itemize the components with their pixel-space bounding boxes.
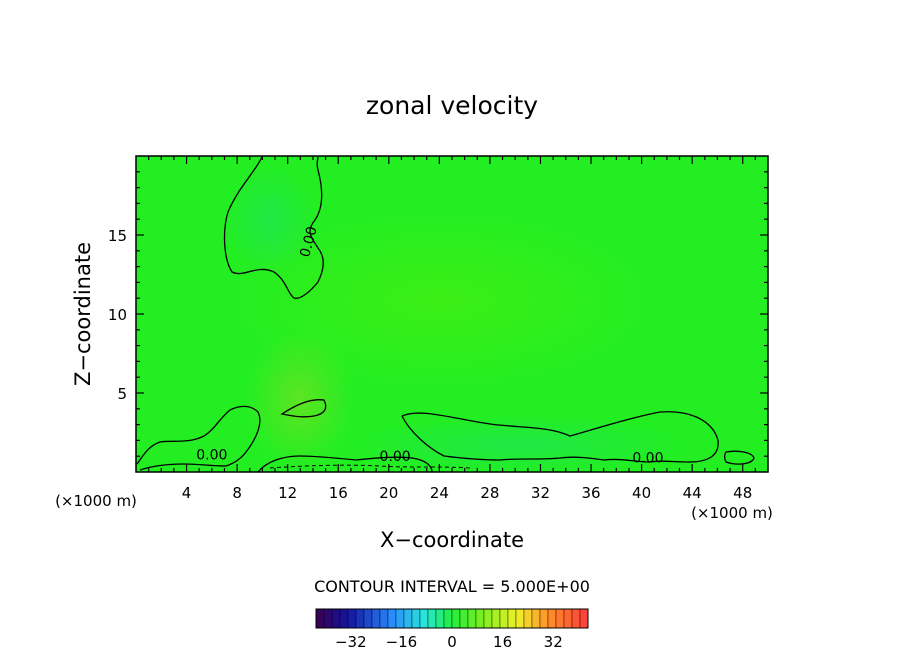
x-tick-label: 24	[430, 484, 449, 502]
y-tick-label: 5	[117, 385, 127, 403]
colorbar-swatch	[451, 608, 461, 629]
colorbar-swatch	[539, 608, 549, 629]
colorbar-swatch	[379, 608, 389, 629]
x-tick-label: 32	[531, 484, 550, 502]
y-tick-labels: 5 10 15	[108, 227, 127, 403]
colorbar-swatch	[475, 608, 485, 629]
colorbar-swatch	[411, 608, 421, 629]
colorbar-tick-label: −32	[335, 633, 367, 651]
contour-small-loop	[280, 399, 327, 418]
colorbar-swatch	[435, 608, 445, 629]
colorbar-swatch	[507, 608, 517, 629]
colorbar-swatch	[403, 608, 413, 629]
x-tick-label: 16	[329, 484, 348, 502]
contour-label: 0.00	[380, 449, 411, 465]
colorbar-swatch	[467, 608, 477, 629]
colorbar-swatch	[387, 608, 397, 629]
y-tick-label: 15	[108, 227, 127, 245]
y-axis-label: Z−coordinate	[71, 242, 95, 386]
contour-lower-right	[401, 411, 719, 463]
colorbar-swatch	[523, 608, 533, 629]
x-unit-left: (×1000 m)	[55, 492, 137, 510]
x-tick-label: 12	[278, 484, 297, 502]
colorbar-swatch	[531, 608, 541, 629]
x-tick-label: 40	[632, 484, 651, 502]
colorbar-swatch	[491, 608, 501, 629]
x-tick-label: 20	[379, 484, 398, 502]
x-axis-label: X−coordinate	[380, 528, 524, 552]
chart-title: zonal velocity	[366, 91, 538, 120]
colorbar	[315, 608, 589, 629]
colorbar-tick-label: 16	[493, 633, 512, 651]
colorbar-swatch	[443, 608, 453, 629]
y-tick-label: 10	[108, 306, 127, 324]
contour-upper-left	[223, 156, 324, 299]
contour-labels: 0.00 0.00 0.00 0.00	[196, 225, 663, 467]
colorbar-swatch	[483, 608, 493, 629]
contour-right-edge	[723, 450, 755, 465]
x-tick-labels: 4 8 12 16 20 24 28 32 36 40 44 48	[182, 484, 752, 502]
contour-lower-mid	[257, 455, 433, 472]
colorbar-tick-label: −16	[386, 633, 418, 651]
x-unit-right: (×1000 m)	[691, 504, 773, 522]
colorbar-swatch	[579, 608, 589, 629]
colorbar-swatch	[347, 608, 357, 629]
x-tick-label: 44	[683, 484, 702, 502]
contour-interval: CONTOUR INTERVAL = 5.000E+00	[314, 577, 590, 596]
colorbar-swatch	[499, 608, 509, 629]
contour-lines	[136, 156, 755, 472]
x-tick-label: 8	[232, 484, 242, 502]
colorbar-swatch	[547, 608, 557, 629]
colorbar-swatch	[563, 608, 573, 629]
contour-label: 0.00	[196, 447, 227, 463]
x-tick-label: 48	[733, 484, 752, 502]
colorbar-swatch	[515, 608, 525, 629]
colorbar-swatch	[363, 608, 373, 629]
colorbar-swatch	[419, 608, 429, 629]
x-tick-label: 4	[182, 484, 192, 502]
colorbar-swatch	[571, 608, 581, 629]
colorbar-frame	[315, 608, 589, 629]
colorbar-swatch	[427, 608, 437, 629]
colorbar-swatch	[395, 608, 405, 629]
colorbar-swatch	[315, 608, 325, 629]
colorbar-tick-label: 0	[447, 633, 457, 651]
contour-lower-left	[136, 405, 261, 471]
colorbar-swatch	[355, 608, 365, 629]
contour-dashed	[269, 464, 471, 469]
colorbar-tick-label: 32	[544, 633, 563, 651]
colorbar-swatch	[459, 608, 469, 629]
contour-label: 0.00	[632, 451, 663, 467]
colorbar-tick-labels: −32 −16 0 16 32	[335, 633, 563, 651]
colorbar-swatch	[323, 608, 333, 629]
axis-ticks	[136, 156, 768, 472]
heatmap-field: 0.00 0.00 0.00 0.00	[136, 156, 768, 472]
colorbar-swatch	[339, 608, 349, 629]
contour-label: 0.00	[297, 225, 321, 259]
colorbar-swatch	[555, 608, 565, 629]
colorbar-swatch	[371, 608, 381, 629]
colorbar-swatch	[331, 608, 341, 629]
x-tick-label: 36	[581, 484, 600, 502]
x-tick-label: 28	[480, 484, 499, 502]
